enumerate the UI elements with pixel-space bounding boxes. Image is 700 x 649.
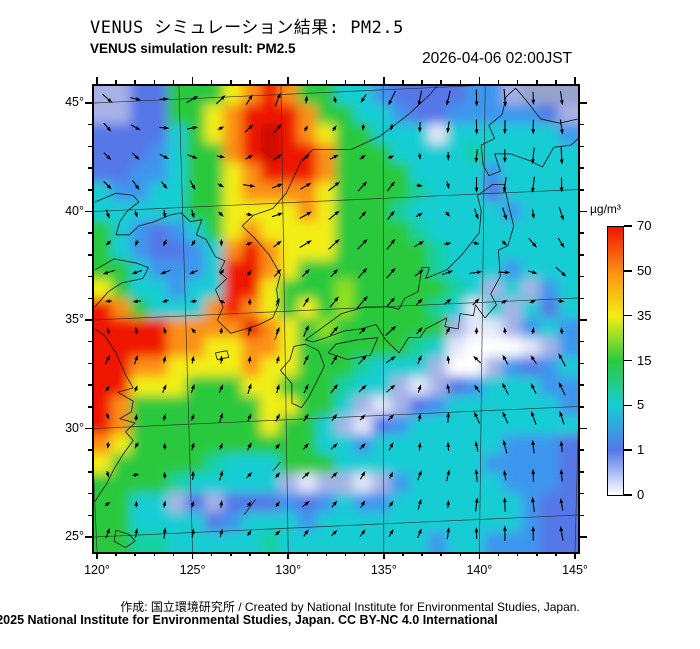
axis-tick xyxy=(580,254,584,256)
axis-tick xyxy=(580,167,584,169)
axis-label: 25° xyxy=(65,529,84,543)
axis-tick xyxy=(580,145,584,148)
colorbar-tick-label: 1 xyxy=(637,442,645,458)
axis-tick xyxy=(580,102,587,104)
axis-label: 120° xyxy=(84,563,110,577)
axis-label: 140° xyxy=(466,563,493,577)
axis-tick xyxy=(580,275,584,278)
axis-label: 130° xyxy=(275,563,302,577)
axis-tick xyxy=(580,492,584,495)
axis-tick xyxy=(85,319,92,321)
axis-tick xyxy=(85,102,92,104)
axis-label: 135° xyxy=(370,563,397,577)
axis-tick xyxy=(574,77,576,84)
axis-tick xyxy=(580,384,584,386)
axis-label: 30° xyxy=(65,420,84,435)
axis-label: 35° xyxy=(65,312,84,326)
map xyxy=(92,84,580,554)
pm25-heatmap-layer xyxy=(94,86,578,552)
axis-label: 145° xyxy=(562,563,588,577)
axis-tick xyxy=(85,536,92,538)
axis-tick xyxy=(580,471,584,473)
colorbar-tick xyxy=(624,314,632,317)
footer-credit: 作成: 国立環境研究所 / Created by National Instit… xyxy=(120,600,580,614)
axis-label: 40° xyxy=(65,203,84,218)
colorbar-tick-label: 70 xyxy=(637,218,652,233)
colorbar-tick xyxy=(624,270,632,272)
colorbar-tick-label: 0 xyxy=(637,487,645,502)
axis-label: 125° xyxy=(179,563,206,577)
axis-tick xyxy=(580,449,584,451)
axis-tick xyxy=(580,232,584,234)
colorbar-tick-label: 5 xyxy=(637,397,645,413)
axis-tick xyxy=(580,319,587,321)
axis-tick xyxy=(478,77,481,84)
axis-tick xyxy=(85,427,92,430)
axis-tick xyxy=(580,210,587,213)
axis-tick xyxy=(580,427,587,430)
axis-tick xyxy=(96,77,98,84)
colorbar-tick-label: 35 xyxy=(637,307,652,323)
page-title-japanese: VENUS シミュレーション結果: PM2.5 xyxy=(90,18,404,38)
axis-tick xyxy=(580,536,587,538)
axis-tick xyxy=(580,514,584,517)
axis-tick xyxy=(287,77,289,84)
colorbar-tick-label: 50 xyxy=(637,262,652,278)
axis-tick xyxy=(191,77,194,84)
axis-tick xyxy=(580,123,584,126)
footer-license: ©2025 National Institute for Environment… xyxy=(0,613,498,627)
axis-tick xyxy=(580,362,584,365)
axis-tick xyxy=(85,210,92,213)
colorbar-tick xyxy=(624,449,632,451)
axis-tick xyxy=(580,189,584,191)
page-title-english: VENUS simulation result: PM2.5 xyxy=(90,41,296,56)
colorbar-tick xyxy=(624,225,632,227)
colorbar xyxy=(607,226,624,496)
map-overlay-layer xyxy=(94,86,578,552)
colorbar-tick xyxy=(624,404,632,407)
timestamp-label: 2026-04-06 02:00JST xyxy=(422,50,572,67)
colorbar-tick-label: 15 xyxy=(637,352,652,368)
axis-tick xyxy=(580,297,584,300)
colorbar-tick xyxy=(624,359,632,362)
axis-tick xyxy=(383,77,385,84)
axis-tick xyxy=(580,406,584,408)
colorbar-tick xyxy=(624,494,632,496)
axis-tick xyxy=(580,340,584,343)
colorbar-unit-label: µg/m³ xyxy=(590,202,621,216)
axis-label: 45° xyxy=(65,95,84,109)
